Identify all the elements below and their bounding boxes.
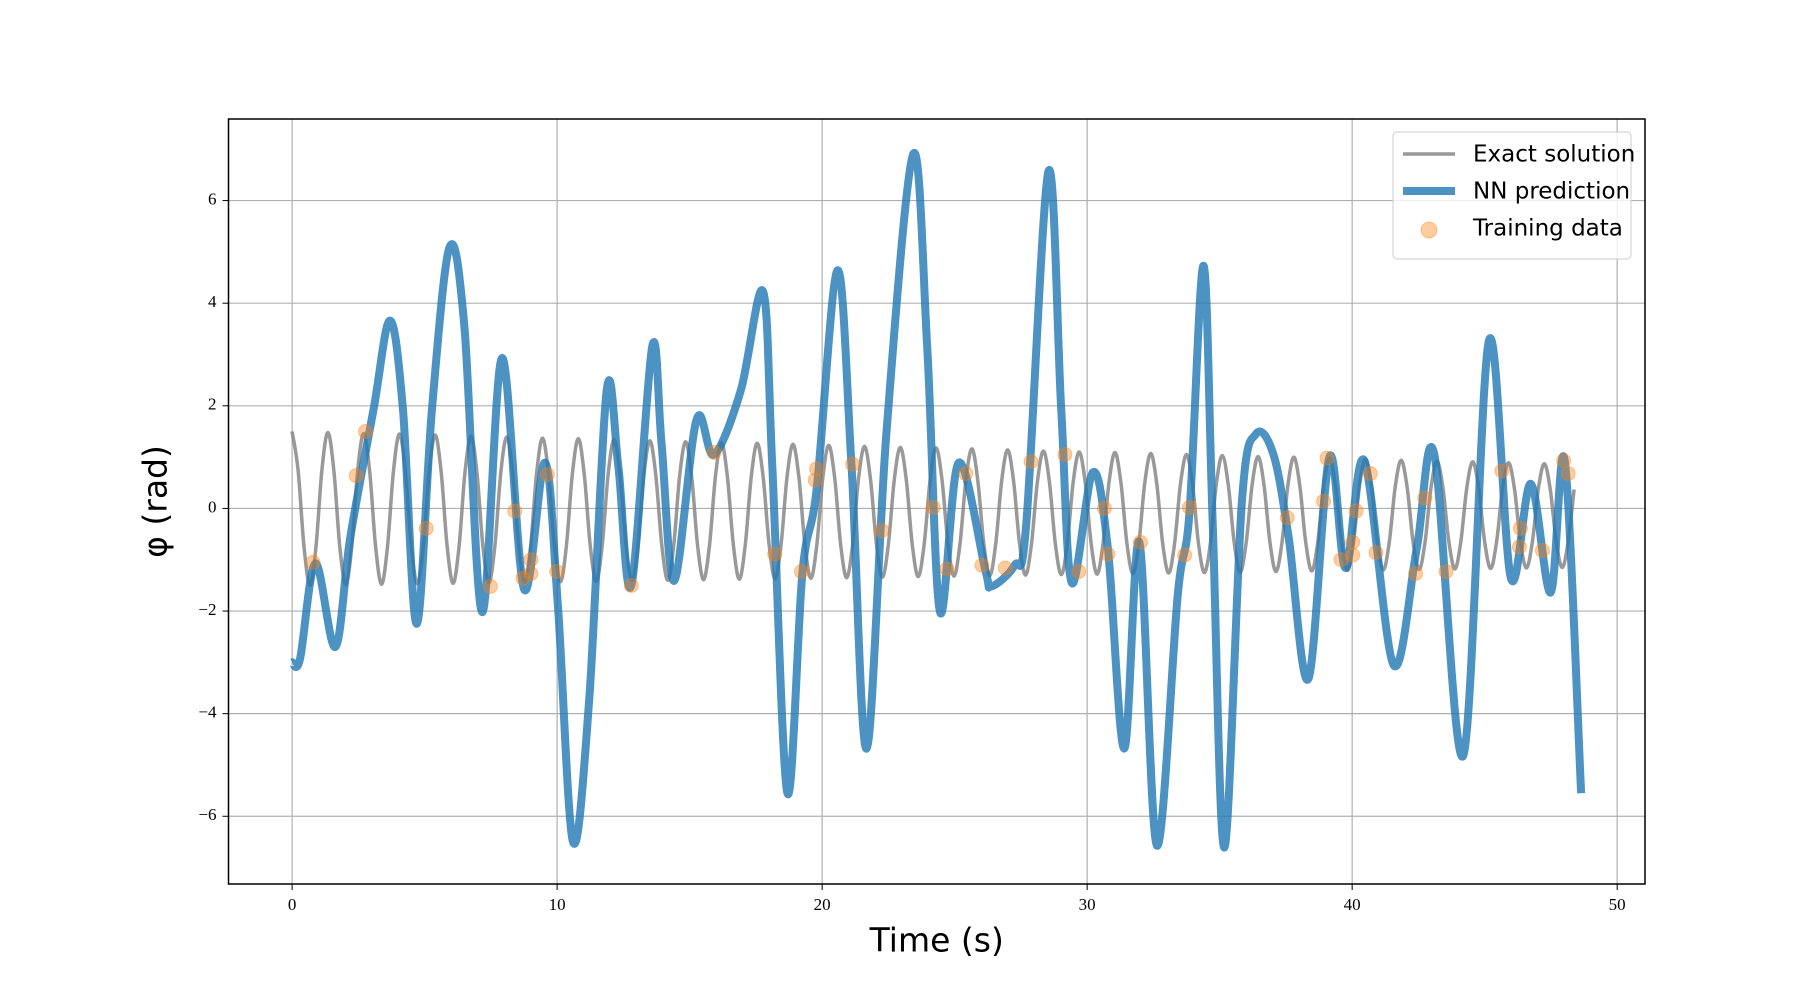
training-point (809, 461, 825, 477)
legend-marker (1420, 221, 1438, 239)
x-tick-label: 50 (1609, 895, 1626, 914)
training-point (807, 472, 823, 488)
training-point (418, 520, 434, 536)
training-point (623, 577, 639, 593)
training-point (523, 566, 539, 582)
training-point (1096, 500, 1112, 516)
training-point (1438, 564, 1454, 580)
training-point (1100, 546, 1116, 562)
training-point (1345, 547, 1361, 563)
training-point (997, 560, 1013, 576)
y-tick-label: 0 (208, 497, 217, 516)
training-point (1316, 493, 1332, 509)
y-tick-label: −6 (198, 805, 216, 824)
y-axis-label: φ (rad) (136, 445, 175, 558)
training-point (845, 456, 861, 472)
x-tick-label: 40 (1344, 895, 1361, 914)
y-tick-label: 2 (208, 395, 217, 414)
training-point (874, 522, 890, 538)
training-point (1556, 453, 1572, 469)
y-tick-label: 4 (208, 292, 217, 311)
training-point (1534, 542, 1550, 558)
training-point (358, 423, 374, 439)
x-tick-label: 30 (1079, 895, 1096, 914)
training-point (974, 557, 990, 573)
training-point (507, 503, 523, 519)
y-tick-label: 6 (208, 189, 217, 208)
ticks: 0 10 20 30 40 50 −6 −4 −2 0 2 4 6 (198, 189, 1625, 913)
training-point (793, 564, 809, 580)
training-point (1071, 564, 1087, 580)
training-point (482, 578, 498, 594)
training-point (1417, 490, 1433, 506)
training-point (958, 466, 974, 482)
training-point (1177, 547, 1193, 563)
training-point (1181, 499, 1197, 515)
training-point (1132, 534, 1148, 550)
training-point (1512, 520, 1528, 536)
training-point (1279, 510, 1295, 526)
x-axis-label: Time (s) (869, 921, 1004, 960)
y-tick-label: −2 (198, 600, 216, 619)
y-tick-label: −4 (198, 703, 217, 722)
training-point (539, 467, 555, 483)
series-line (288, 149, 1586, 852)
legend-box (1392, 131, 1632, 260)
training-point (1560, 466, 1576, 482)
legend-label: Training data (1472, 216, 1623, 242)
x-tick-label: 20 (814, 895, 831, 914)
legend-label: Exact solution (1473, 142, 1635, 168)
training-point (1407, 566, 1423, 582)
x-tick-label: 10 (549, 895, 566, 914)
training-point (1333, 552, 1349, 568)
training-point (1511, 539, 1527, 555)
training-point (1345, 534, 1361, 550)
training-point (305, 554, 321, 570)
x-tick-label: 0 (288, 895, 297, 914)
training-point (1319, 450, 1335, 466)
training-point (1348, 503, 1364, 519)
training-point (706, 445, 722, 461)
legend: Exact solution NN prediction Training data (1392, 131, 1635, 260)
training-point (1368, 545, 1384, 561)
axes-frame (227, 118, 1646, 885)
legend-label: NN prediction (1473, 179, 1630, 205)
training-point (549, 564, 565, 580)
training-point (515, 570, 531, 586)
training-point (523, 552, 539, 568)
training-point (1362, 466, 1378, 482)
training-point (1023, 454, 1039, 470)
training-point (767, 546, 783, 562)
training-point (1494, 463, 1510, 479)
training-point (348, 468, 364, 484)
plot-area (288, 149, 1586, 852)
training-point (939, 561, 955, 577)
training-point (1057, 447, 1073, 463)
training-point (925, 499, 941, 515)
